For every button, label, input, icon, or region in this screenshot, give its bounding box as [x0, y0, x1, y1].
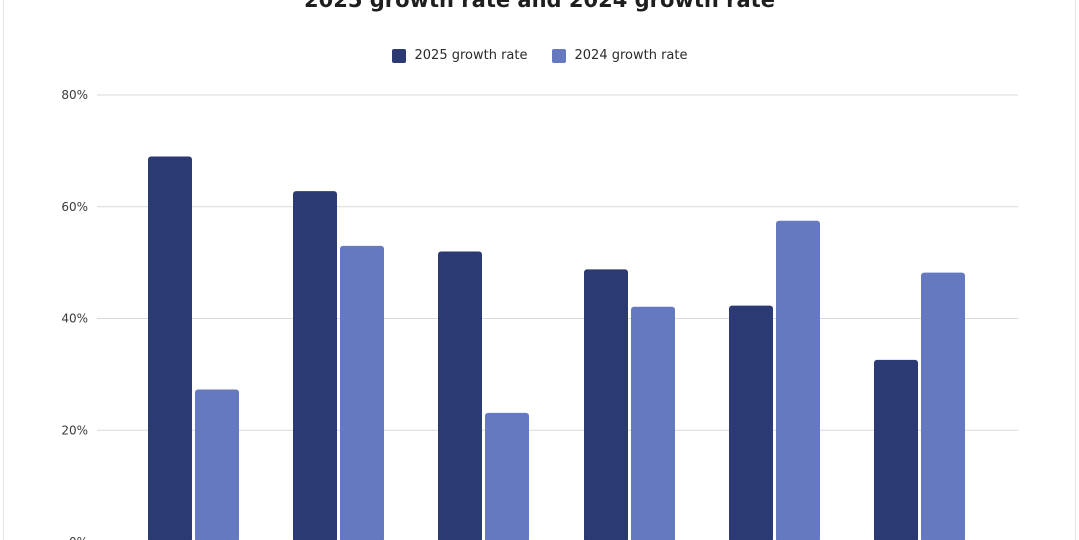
legend-swatch-2025 — [391, 48, 406, 63]
bar-2025-4 — [584, 269, 628, 540]
legend-item-2025: 2025 growth rate — [391, 48, 528, 63]
legend-swatch-2024 — [551, 48, 566, 63]
bar-2024-5 — [776, 220, 820, 540]
chart-title: 2025 growth rate and 2024 growth rate — [304, 0, 775, 12]
bar-2025-3 — [438, 251, 482, 540]
bar-2025-1 — [148, 156, 192, 540]
y-tick-label: 60% — [61, 200, 88, 214]
bar-2024-6 — [921, 272, 965, 540]
bar-2025-5 — [729, 305, 773, 540]
bar-2024-1 — [195, 389, 239, 540]
y-tick-label: 40% — [61, 312, 88, 326]
bar-2025-6 — [874, 359, 918, 540]
bar-2024-4 — [631, 306, 675, 540]
legend-label-2025: 2025 growth rate — [414, 48, 528, 63]
y-tick-label: 80% — [61, 88, 88, 102]
bar-2024-2 — [340, 245, 384, 540]
y-tick-label: 20% — [61, 423, 88, 437]
bar-2024-3 — [485, 412, 529, 540]
bar-2025-2 — [293, 191, 337, 540]
legend-label-2024: 2024 growth rate — [574, 48, 688, 63]
y-tick-label: 0% — [69, 535, 88, 540]
chart-legend: 2025 growth rate 2024 growth rate — [0, 48, 1079, 63]
legend-item-2024: 2024 growth rate — [551, 48, 688, 63]
